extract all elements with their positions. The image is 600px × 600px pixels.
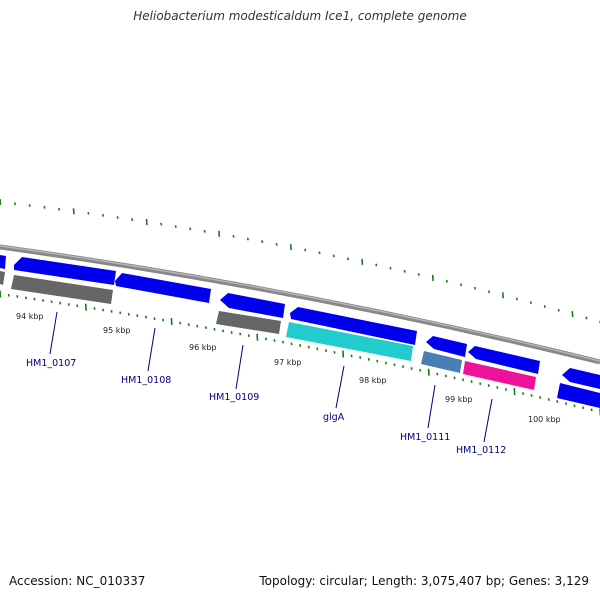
gene-label-hm1-0112[interactable]: HM1_0112 [456,445,506,456]
gene-forward-0[interactable] [0,255,6,269]
leader-hm1-0109 [235,344,244,390]
gene-forward-8[interactable] [557,383,600,408]
gene-label-hm1-0107[interactable]: HM1_0107 [26,358,76,369]
inner-tick-ring [0,290,600,416]
gene-label-hm1-0109[interactable]: HM1_0109 [209,392,259,403]
gene-forward-2[interactable] [115,273,211,303]
gene-reverse-hm1-0109[interactable] [216,311,281,334]
gene-forward-6[interactable] [468,346,540,374]
gene-label-hm1-0111[interactable]: HM1_0111 [400,432,450,443]
gene-labels: HM1_0107 HM1_0108 HM1_0109 glgA HM1_0111… [26,358,506,456]
ruler-label-96: 96 kbp [189,343,217,352]
outer-tick-ring [0,198,600,324]
gene-reverse-hm1-0107[interactable] [11,275,113,304]
genome-backbone-highlight [0,245,600,362]
gene-forward-7[interactable] [562,368,600,389]
gene-reverse-glga[interactable] [286,322,413,361]
leader-hm1-0107 [49,311,58,355]
map-title: Heliobacterium modesticaldum Ice1, compl… [133,9,467,23]
gene-label-glga[interactable]: glgA [323,412,345,423]
ruler-label-97: 97 kbp [274,358,302,367]
ruler-label-95: 95 kbp [103,326,131,335]
ruler-labels: 94 kbp 95 kbp 96 kbp 97 kbp 98 kbp 99 kb… [16,312,561,424]
gene-reverse-hm1-0111[interactable] [421,351,462,373]
gene-forward-1[interactable] [14,257,116,285]
ruler-label-98: 98 kbp [359,376,387,385]
gene-forward-3[interactable] [220,293,285,318]
genome-summary-text: Topology: circular; Length: 3,075,407 bp… [259,574,589,588]
gene-reverse-0[interactable] [0,271,5,285]
leader-hm1-0111 [427,384,436,429]
gene-forward-4[interactable] [290,307,417,345]
leader-hm1-0108 [147,327,156,372]
leader-glga [335,365,345,409]
ruler-label-99: 99 kbp [445,395,473,404]
ruler-label-94: 94 kbp [16,312,44,321]
leader-hm1-0112 [483,398,493,443]
accession-text: Accession: NC_010337 [9,574,146,588]
gene-label-leaders [49,311,493,443]
ruler-label-100: 100 kbp [528,415,561,424]
gene-forward-5[interactable] [426,336,467,357]
gene-reverse-hm1-0112[interactable] [463,361,536,390]
genome-backbone [0,244,600,365]
reverse-strand [0,271,536,390]
gene-label-hm1-0108[interactable]: HM1_0108 [121,375,171,386]
forward-strand [0,255,600,408]
